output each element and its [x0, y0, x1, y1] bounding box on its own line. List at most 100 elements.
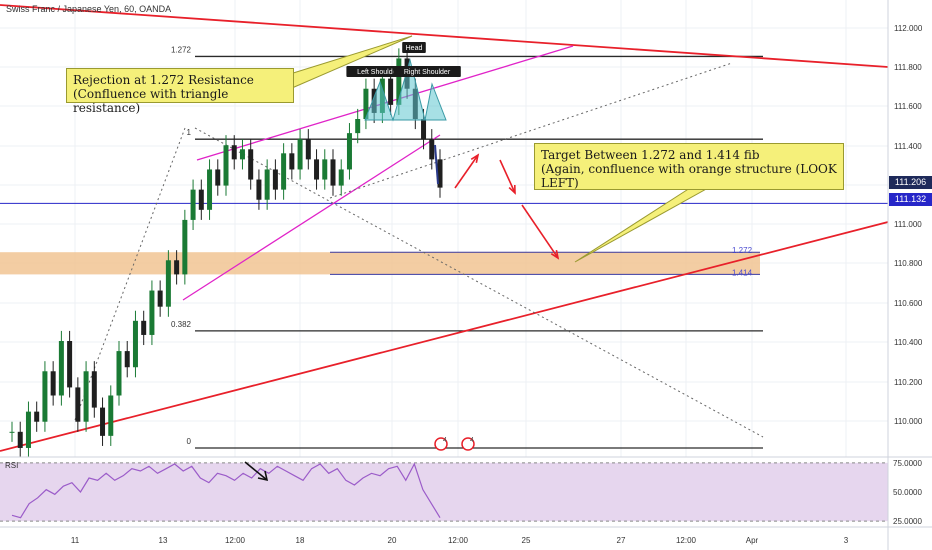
rsi-line [11, 462, 441, 519]
candle-body [182, 219, 188, 275]
candle-body [42, 371, 48, 422]
price-tick: 111.800 [894, 63, 922, 72]
orange-structure-zone: 1.272 1.414 [0, 246, 760, 277]
time-axis[interactable]: 11 13 12:00 18 20 12:00 25 27 12:00 Apr 3 [0, 526, 932, 545]
arrow-head [470, 153, 480, 163]
callout-line: (Confluence with triangle resistance) [73, 87, 229, 115]
price-tick: 111.000 [894, 220, 922, 229]
event-marker [461, 437, 475, 451]
hs-label-left: Left Shoulder [357, 69, 399, 76]
candle-body [421, 119, 427, 140]
candle-body [330, 159, 336, 186]
price-tick: 110.200 [894, 378, 923, 387]
price-tick: 111.400 [894, 142, 922, 151]
candle-body [281, 153, 287, 190]
hs-label-bg [402, 42, 426, 53]
arrow-head [550, 249, 560, 260]
candle-body [75, 387, 81, 422]
time-tick: 18 [296, 536, 305, 545]
current-price-badge: 111.206 [889, 176, 932, 189]
candle-body [388, 78, 394, 105]
price-tick: 110.800 [894, 259, 923, 268]
hs-shape [364, 58, 447, 122]
candle-body [363, 88, 369, 119]
callout-line: Rejection at 1.272 Resistance [73, 73, 254, 87]
fib-label: 0 [187, 437, 192, 446]
candle-body [174, 260, 180, 275]
rsi-tick: 25.0000 [893, 517, 922, 526]
projection-dotted-line [329, 62, 733, 199]
candle-body [116, 351, 122, 396]
candle-body [314, 159, 320, 180]
event-marker [434, 437, 448, 451]
time-tick: Apr [746, 536, 759, 545]
orange-zone [0, 252, 760, 275]
candle-body [272, 169, 278, 190]
hs-label-right: Right Shoulder [404, 69, 451, 76]
candle-body [346, 133, 352, 170]
zone-label-1414: 1.414 [732, 268, 753, 277]
price-tick: 112.000 [894, 24, 923, 33]
candle-body [264, 169, 270, 200]
price-tick: 110.600 [894, 299, 923, 308]
chart-title: Swiss Franc / Japanese Yen, 60, OANDA [6, 4, 172, 14]
candle-body [396, 58, 402, 105]
candle-body [305, 139, 311, 160]
candle-body [338, 169, 344, 186]
rsi-tick: 50.0000 [893, 488, 922, 497]
triangle-support-line [0, 221, 889, 452]
time-tick: 25 [522, 536, 531, 545]
candle-body [83, 371, 89, 422]
candle-body [17, 431, 23, 448]
candle-body [198, 189, 204, 210]
price-tick: 111.600 [894, 102, 922, 111]
candle-body [132, 320, 138, 368]
fib-label: 1.272 [171, 45, 192, 54]
fib-label: 0.382 [171, 320, 192, 329]
candle-body [34, 411, 40, 422]
rsi-arrow [244, 461, 268, 481]
candle-body [355, 119, 361, 134]
time-tick: 13 [159, 536, 168, 545]
time-tick: 27 [617, 536, 626, 545]
time-tick: 11 [71, 536, 80, 545]
zone-label-1272: 1.272 [732, 246, 753, 255]
latest-candle-drop [434, 144, 439, 185]
projection-arrow [454, 154, 479, 189]
candle-body [223, 145, 229, 186]
projection-arrow [521, 204, 559, 259]
candle-body [215, 169, 221, 186]
candle-body [67, 341, 73, 388]
rsi-panel: RSI 75.0000 50.0000 25.0000 [0, 456, 932, 527]
event-marker-label: 4 [470, 437, 474, 444]
candle-body [165, 260, 171, 307]
resistance-callout[interactable]: Rejection at 1.272 Resistance (Confluenc… [66, 68, 294, 115]
channel-lower-line [182, 134, 441, 301]
candle-body [322, 159, 328, 180]
trend-lines [0, 4, 889, 452]
rsi-tick: 75.0000 [893, 459, 922, 468]
time-tick: 12:00 [225, 536, 246, 545]
candle-body [437, 159, 443, 188]
candle-body [429, 139, 435, 160]
candle-body [289, 153, 295, 170]
event-marker-label: 4 [443, 437, 447, 444]
fib-label: 1 [187, 128, 192, 137]
triangle-resistance-line [0, 4, 889, 68]
candle-body [231, 145, 237, 160]
price-tick: 110.400 [894, 338, 923, 347]
time-tick: 12:00 [448, 536, 469, 545]
candle-body [248, 149, 254, 180]
hs-label-head: Head [406, 45, 423, 52]
time-tick: 12:00 [676, 536, 697, 545]
callout-line: LEFT) [541, 176, 579, 190]
candle-body [124, 351, 130, 368]
callout-line: (Again, confluence with orange structure… [541, 162, 837, 176]
callout-pointer [574, 187, 710, 263]
candle-body [239, 149, 245, 160]
candle-body [190, 189, 196, 220]
hs-label-bg [393, 66, 461, 77]
target-callout[interactable]: Target Between 1.272 and 1.414 fib (Agai… [534, 143, 844, 190]
